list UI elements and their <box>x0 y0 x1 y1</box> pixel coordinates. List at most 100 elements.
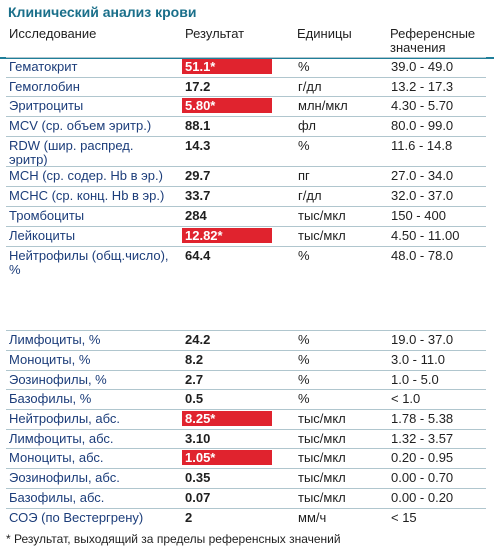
test-unit: мм/ч <box>298 510 327 525</box>
test-unit: % <box>298 352 310 367</box>
test-result: 64.4 <box>185 248 211 263</box>
test-result-flagged: 51.1* <box>182 59 272 74</box>
test-reference: 4.30 - 5.70 <box>391 98 454 113</box>
test-unit: тыс/мкл <box>298 411 346 426</box>
test-reference: 11.6 - 14.8 <box>391 138 453 153</box>
test-result: 0.07 <box>185 490 211 505</box>
test-unit: пг <box>298 168 310 183</box>
test-result: 0.35 <box>185 470 211 485</box>
test-reference: < 1.0 <box>391 391 421 406</box>
test-name: MCH (ср. содер. Hb в эр.) <box>9 168 163 183</box>
test-reference: 19.0 - 37.0 <box>391 332 454 347</box>
test-name: MCHC (ср. конц. Hb в эр.) <box>9 188 165 203</box>
test-result: 8.2 <box>185 352 204 367</box>
test-name: Эозинофилы, абс. <box>9 470 120 485</box>
row-divider <box>6 350 486 351</box>
row-divider <box>6 77 486 78</box>
test-unit: тыс/мкл <box>298 208 346 223</box>
test-name: MCV (ср. объем эритр.) <box>9 118 152 133</box>
test-reference: 13.2 - 17.3 <box>391 79 454 94</box>
test-unit: тыс/мкл <box>298 228 346 243</box>
header-reference-line2: значения <box>390 40 446 55</box>
test-unit: тыс/мкл <box>298 431 346 446</box>
test-unit: % <box>298 59 310 74</box>
test-name: Тромбоциты <box>9 208 85 223</box>
test-name: Лейкоциты <box>9 228 76 243</box>
test-name: Базофилы, % <box>9 391 92 406</box>
test-result: 17.2 <box>185 79 211 94</box>
header-reference-line1: Референсные <box>390 26 476 41</box>
test-name: Базофилы, абс. <box>9 490 105 505</box>
test-result-flagged: 12.82* <box>182 228 272 243</box>
test-reference: 150 - 400 <box>391 208 446 223</box>
test-unit: г/дл <box>298 188 322 203</box>
test-result-flagged: 1.05* <box>182 450 272 465</box>
test-name: Моноциты, % <box>9 352 91 367</box>
test-unit: % <box>298 248 310 263</box>
test-reference: 0.00 - 0.70 <box>391 470 454 485</box>
test-result: 24.2 <box>185 332 211 347</box>
row-divider <box>6 488 486 489</box>
row-divider <box>6 206 486 207</box>
row-divider <box>6 116 486 117</box>
test-name: Эритроциты <box>9 98 84 113</box>
test-reference: 3.0 - 11.0 <box>391 352 445 367</box>
test-unit: млн/мкл <box>298 98 348 113</box>
row-divider <box>6 389 486 390</box>
test-reference: 0.20 - 0.95 <box>391 450 454 465</box>
test-name: СОЭ (по Вестергрену) <box>9 510 144 525</box>
row-divider <box>6 429 486 430</box>
test-unit: тыс/мкл <box>298 450 346 465</box>
test-unit: тыс/мкл <box>298 470 346 485</box>
row-divider <box>6 448 486 449</box>
test-result: 33.7 <box>185 188 211 203</box>
row-divider <box>6 136 486 137</box>
table-header: Исследование Результат Единицы Референсн… <box>0 25 494 59</box>
test-result: 29.7 <box>185 168 211 183</box>
test-reference: 4.50 - 11.00 <box>391 228 460 243</box>
test-name: RDW (шир. распред. эритр) <box>9 138 134 167</box>
test-result: 3.10 <box>185 431 211 446</box>
test-name: Лимфоциты, абс. <box>9 431 114 446</box>
test-reference: 80.0 - 99.0 <box>391 118 454 133</box>
header-result: Результат <box>185 26 245 41</box>
row-divider <box>6 166 486 167</box>
row-divider <box>6 409 486 410</box>
test-unit: % <box>298 391 310 406</box>
test-unit: г/дл <box>298 79 322 94</box>
test-reference: 1.32 - 3.57 <box>391 431 454 446</box>
test-reference: 1.0 - 5.0 <box>391 372 439 387</box>
test-result: 284 <box>185 208 207 223</box>
row-divider <box>6 246 486 247</box>
test-reference: 27.0 - 34.0 <box>391 168 454 183</box>
test-result: 2 <box>185 510 193 525</box>
test-name: Нейтрофилы (общ.число), % <box>9 248 169 277</box>
test-unit: % <box>298 332 310 347</box>
test-result: 14.3 <box>185 138 211 153</box>
row-divider <box>6 96 486 97</box>
test-reference: 39.0 - 49.0 <box>391 59 454 74</box>
row-divider <box>6 508 486 509</box>
test-reference: 0.00 - 0.20 <box>391 490 454 505</box>
test-name: Лимфоциты, % <box>9 332 101 347</box>
test-result: 88.1 <box>185 118 211 133</box>
row-divider <box>6 330 486 331</box>
test-result-flagged: 5.80* <box>182 98 272 113</box>
test-reference: 32.0 - 37.0 <box>391 188 454 203</box>
test-reference: 48.0 - 78.0 <box>391 248 454 263</box>
test-unit: тыс/мкл <box>298 490 346 505</box>
test-unit: фл <box>298 118 316 133</box>
footnote: * Результат, выходящий за пределы рефере… <box>6 532 341 546</box>
report-title: Клинический анализ крови <box>8 4 197 20</box>
test-result-flagged: 8.25* <box>182 411 272 426</box>
test-name: Нейтрофилы, абс. <box>9 411 121 426</box>
test-name: Гематокрит <box>9 59 78 74</box>
row-divider <box>6 468 486 469</box>
header-name: Исследование <box>9 26 97 41</box>
test-name: Гемоглобин <box>9 79 80 94</box>
test-result: 0.5 <box>185 391 204 406</box>
row-divider <box>6 370 486 371</box>
row-divider <box>6 226 486 227</box>
test-unit: % <box>298 138 310 153</box>
test-reference: 1.78 - 5.38 <box>391 411 454 426</box>
